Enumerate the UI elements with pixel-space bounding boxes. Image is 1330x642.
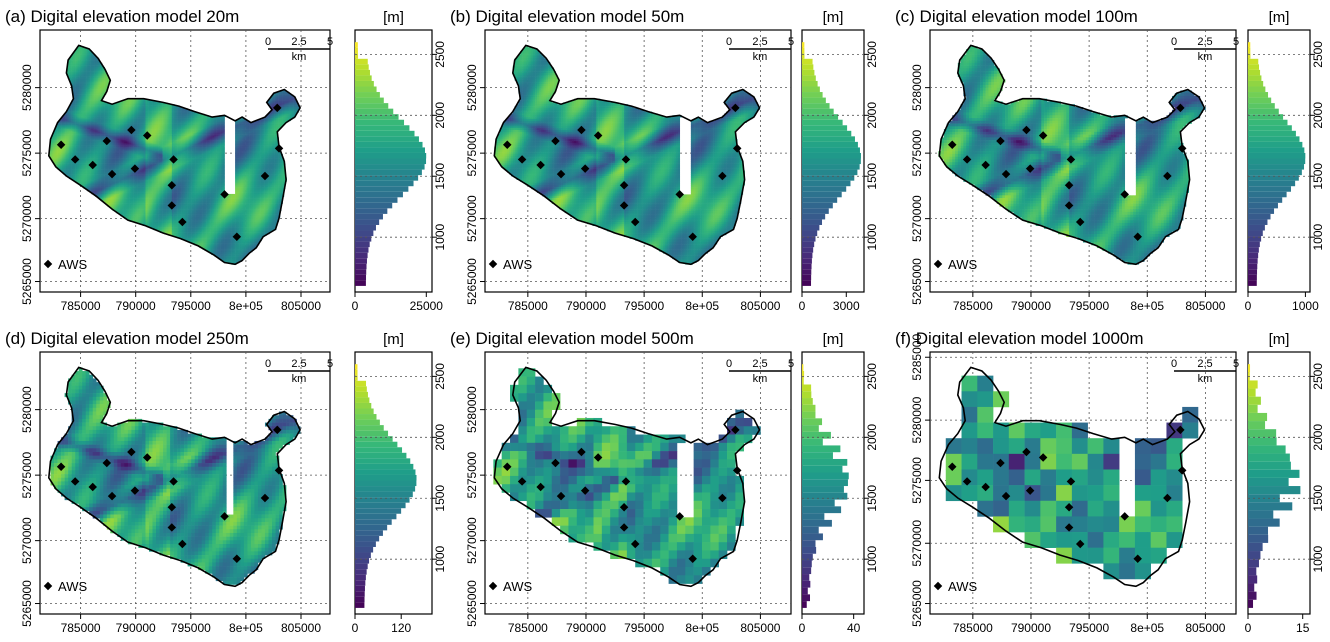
panel-title: (a) Digital elevation model 20m: [5, 7, 239, 26]
